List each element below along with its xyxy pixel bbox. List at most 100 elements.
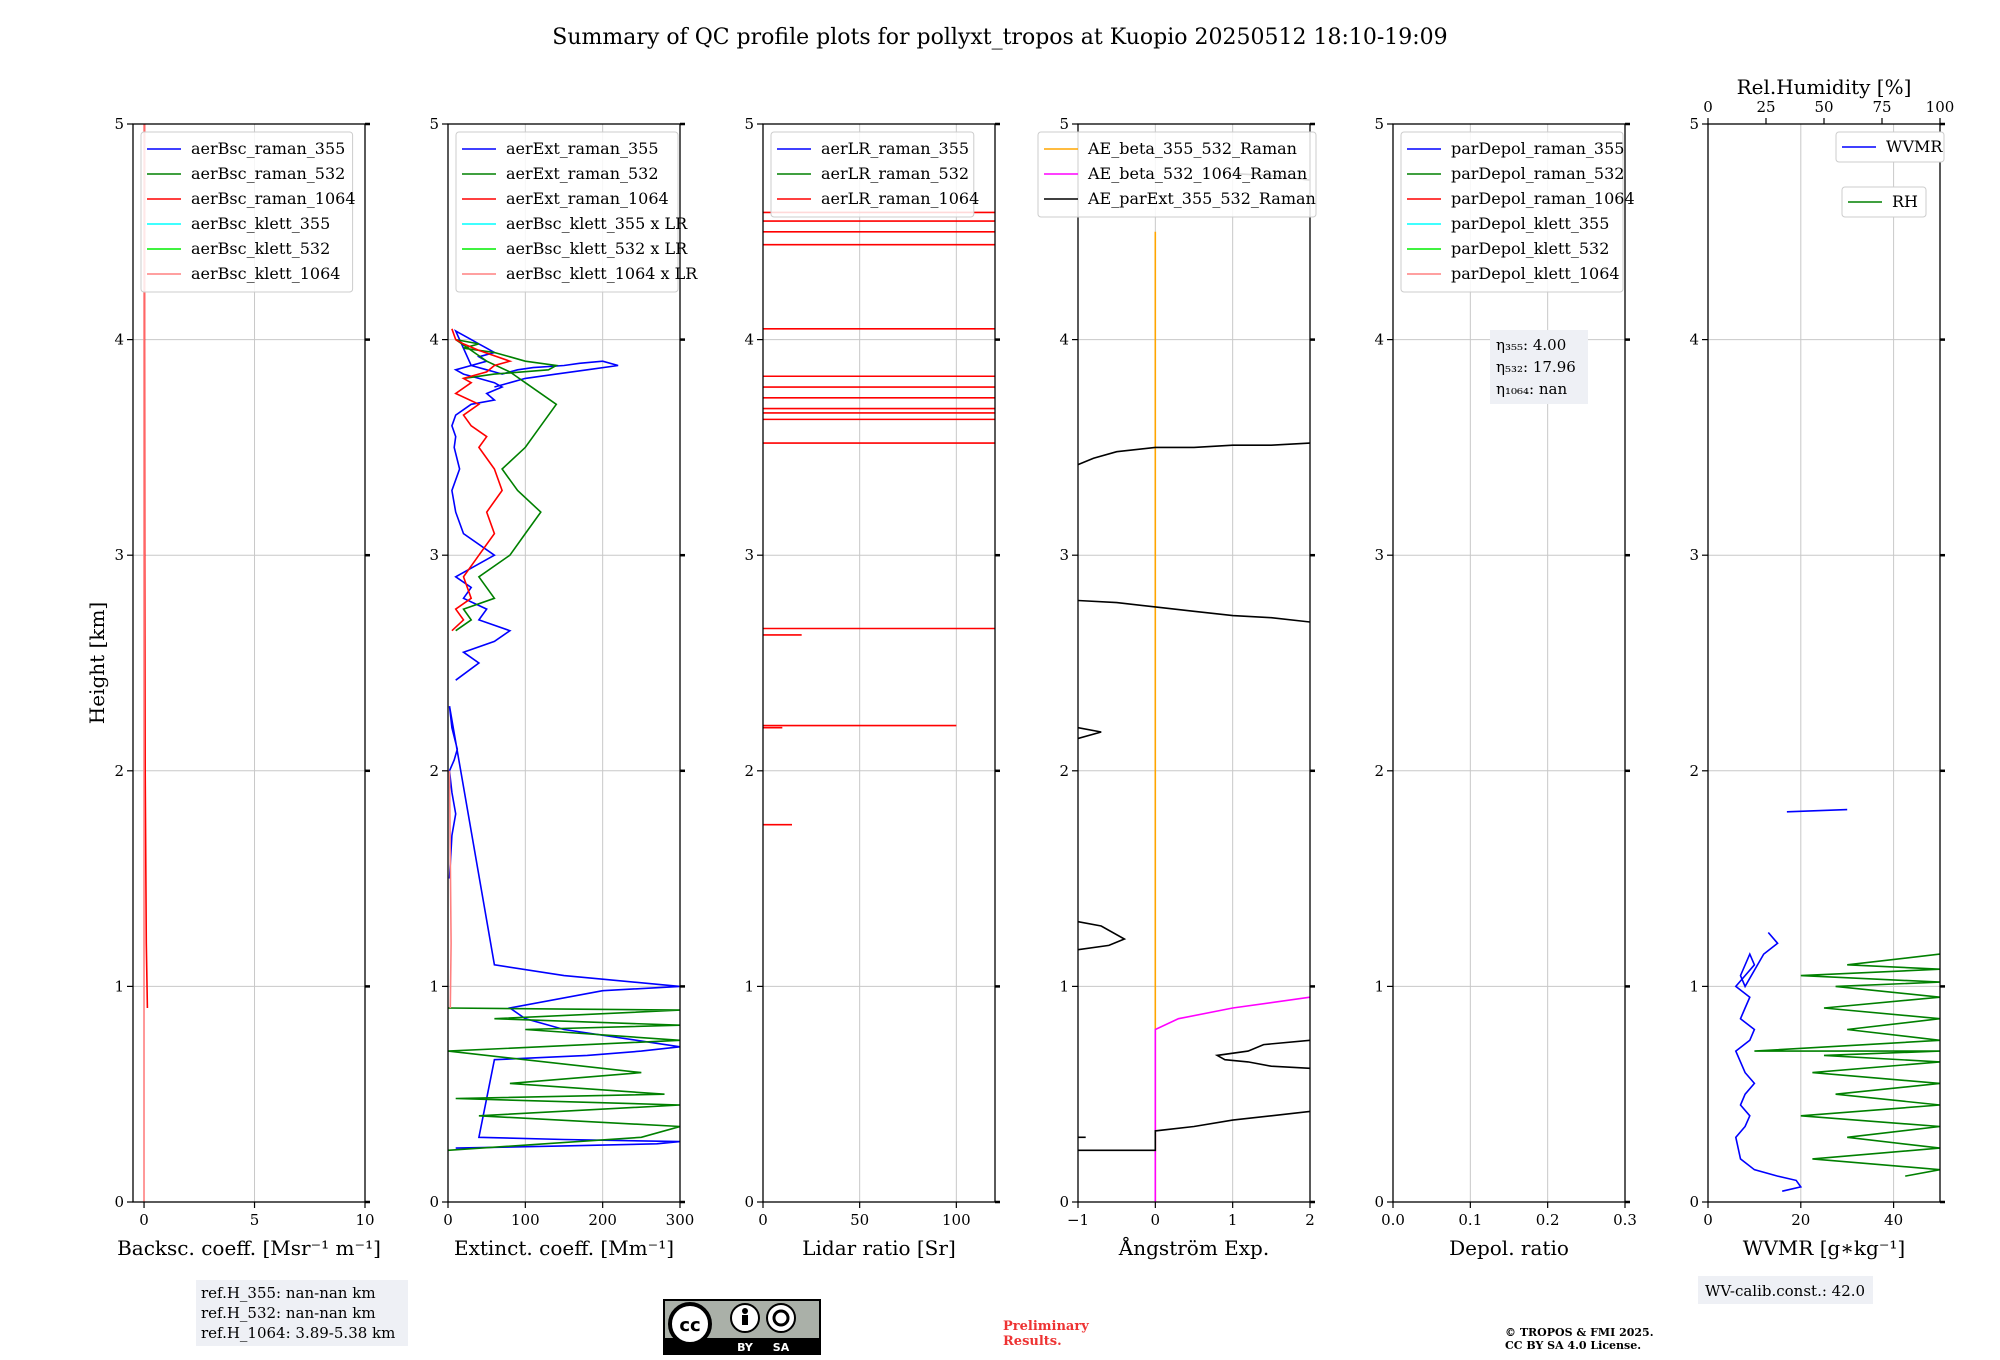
x2-tick-label: 0 — [1703, 98, 1713, 116]
y-tick-label: 4 — [1689, 331, 1699, 349]
eta-355-text: η₃₅₅: 4.00 — [1496, 336, 1566, 354]
y-tick-label: 4 — [429, 331, 439, 349]
legend-label: aerBsc_raman_532 — [191, 164, 345, 183]
y-tick-label: 1 — [1689, 977, 1699, 995]
legend-label: AE_parExt_355_532_Raman — [1087, 189, 1316, 208]
series-rh — [1754, 953, 1940, 1177]
x-tick-label: 0 — [1151, 1211, 1161, 1229]
eta-532-text: η₅₃₂: 17.96 — [1496, 358, 1576, 376]
x-axis-label: Backsc. coeff. [Msr⁻¹ m⁻¹] — [117, 1236, 381, 1260]
series-ae-beta-532-1064-raman — [1154, 996, 1310, 1202]
legend: aerBsc_raman_355 aerBsc_raman_532 aerBsc_r… — [140, 131, 356, 293]
legend: parDepol_raman_355 parDepol_raman_532 parD… — [1400, 131, 1635, 293]
figure-title: Summary of QC profile plots for pollyxt_… — [552, 25, 1447, 50]
legend-label: parDepol_klett_1064 — [1451, 264, 1620, 283]
legend-label: AE_beta_532_1064_Raman — [1087, 164, 1307, 183]
svg-text:cc: cc — [679, 1315, 700, 1336]
panel-2: 0 1 2 3 4 5 0 100 200 300 Extinct. coeff. [Mm⁻¹] ae… — [429, 115, 698, 1260]
legend-box-wvmr: WVMR — [1835, 131, 1945, 163]
legend-label: aerBsc_klett_355 — [191, 214, 330, 233]
y-tick-label: 4 — [1059, 331, 1069, 349]
legend-frame — [770, 131, 975, 218]
y-tick-label: 1 — [429, 977, 439, 995]
series-ae-parext-b — [1214, 1039, 1310, 1070]
x2-axis-label: Rel.Humidity [%] — [1737, 75, 1912, 99]
y-tick-label: 4 — [114, 331, 124, 349]
legend-label: parDepol_raman_1064 — [1451, 189, 1635, 208]
legend-label: aerBsc_klett_1064 — [191, 264, 340, 283]
legend-label: AE_beta_355_532_Raman — [1087, 139, 1297, 158]
y-tick-label: 5 — [429, 115, 439, 133]
cc-by-label: BY — [737, 1341, 754, 1354]
panel-5: 0 1 2 3 4 5 0.0 0.1 0.2 0.3 Depol. ratio parDepol_r… — [1374, 115, 1636, 1260]
series-ae-parext-355-532-raman — [1078, 1110, 1310, 1152]
legend-label: aerBsc_raman_355 — [191, 139, 345, 158]
legend-frame — [140, 131, 354, 293]
y-tick-label: 2 — [429, 762, 439, 780]
legend-label: aerLR_raman_355 — [821, 139, 969, 158]
y-tick-label: 0 — [1689, 1193, 1699, 1211]
y-tick-label: 1 — [114, 977, 124, 995]
axes-frame — [1077, 123, 1311, 1203]
y-tick-label: 0 — [114, 1193, 124, 1211]
series-group — [763, 211, 995, 826]
y-tick-label: 5 — [1689, 115, 1699, 133]
legend-label: aerBsc_klett_355 x LR — [506, 214, 688, 233]
x-axis-label: Lidar ratio [Sr] — [802, 1236, 956, 1260]
y-tick-label: 3 — [744, 546, 754, 564]
x-tick-label: 0 — [139, 1211, 149, 1229]
legend-frame — [1037, 131, 1317, 218]
axes-frame — [762, 123, 996, 1203]
y-tick-label: 3 — [1689, 546, 1699, 564]
x-axis-label: Ångström Exp. — [1118, 1235, 1269, 1260]
legend-label: parDepol_klett_532 — [1451, 239, 1609, 258]
y-tick-label: 5 — [1374, 115, 1384, 133]
x-tick-label: 5 — [250, 1211, 260, 1229]
cc-license-logo: cc BY SA — [663, 1299, 821, 1355]
legend-frame — [1835, 131, 1945, 163]
series-wvmr — [1734, 931, 1803, 1192]
legend-label: aerLR_raman_532 — [821, 164, 969, 183]
legend-label: aerBsc_klett_532 x LR — [506, 239, 688, 258]
x2-tick-label: 50 — [1814, 98, 1833, 116]
y-tick-label: 4 — [744, 331, 754, 349]
x2-tick-label: 25 — [1756, 98, 1775, 116]
y-tick-label: 0 — [1059, 1193, 1069, 1211]
series-aerext-raman-355 — [451, 329, 619, 681]
series-ae-parext-c — [1078, 920, 1127, 951]
legend-label: RH — [1892, 192, 1918, 211]
y-tick-label: 2 — [744, 762, 754, 780]
series-aerbsc-klett-1064-x-lr — [448, 770, 452, 1009]
legend-label: aerExt_raman_355 — [506, 139, 659, 158]
x-tick-label: −1 — [1067, 1211, 1089, 1229]
y-tick-label: 3 — [429, 546, 439, 564]
x-tick-label: 10 — [355, 1211, 374, 1229]
axes-frame — [132, 123, 366, 1203]
series-aerext-raman-532-low — [448, 1007, 680, 1152]
y-tick-label: 3 — [1059, 546, 1069, 564]
eta-box: η₃₅₅: 4.00 η₅₃₂: 17.96 η₁₀₆₄: nan — [1490, 330, 1588, 404]
x-tick-label: 0.1 — [1458, 1211, 1482, 1229]
y-tick-label: 5 — [744, 115, 754, 133]
legend-label: parDepol_klett_355 — [1451, 214, 1609, 233]
legend-label: aerLR_raman_1064 — [821, 189, 979, 208]
x-tick-label: 1 — [1228, 1211, 1238, 1229]
legend-label: parDepol_raman_532 — [1451, 164, 1624, 183]
y-tick-label: 0 — [1374, 1193, 1384, 1211]
axes-frame — [447, 123, 681, 1203]
license-text: CC BY SA 4.0 License. — [1505, 1339, 1641, 1352]
y-tick-label: 3 — [1374, 546, 1384, 564]
legend-label: aerBsc_raman_1064 — [191, 189, 356, 208]
legend-label: aerExt_raman_532 — [506, 164, 659, 183]
y-tick-label: 1 — [1059, 977, 1069, 995]
legend-label: parDepol_raman_355 — [1451, 139, 1624, 158]
series-group — [448, 328, 680, 1152]
y-tick-label: 2 — [114, 762, 124, 780]
legend: aerLR_raman_355 aerLR_raman_532 aerLR_rama… — [770, 131, 979, 218]
y-axis-label: Height [km] — [85, 602, 109, 724]
y-tick-label: 1 — [744, 977, 754, 995]
